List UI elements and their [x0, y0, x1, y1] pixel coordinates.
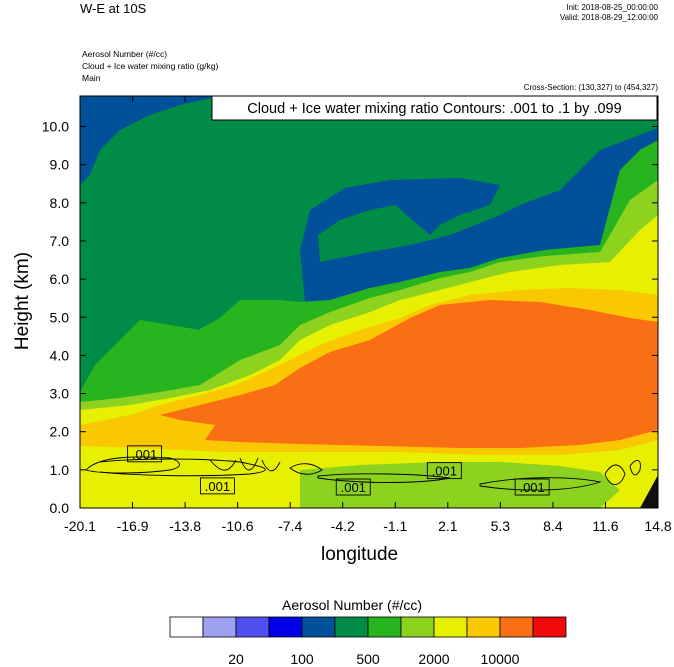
- colorbar-swatch: [367, 616, 402, 638]
- colorbar-swatch: [169, 616, 204, 638]
- y-tick-label: 10.0: [42, 119, 69, 135]
- contour-info-text: Cloud + Ice water mixing ratio Contours:…: [247, 101, 621, 117]
- colorbar-swatch: [499, 616, 534, 638]
- x-tick-label: 5.3: [491, 518, 511, 534]
- contour-label: .001: [132, 447, 157, 462]
- field-label-cloud-ice: Cloud + Ice water mixing ratio (g/kg): [82, 61, 219, 71]
- colorbar-swatch: [433, 616, 468, 638]
- y-tick-label: 2.0: [50, 424, 70, 440]
- y-tick-label: 7.0: [50, 233, 70, 249]
- colorbar-swatch: [235, 616, 270, 638]
- contour-label-box: [127, 445, 163, 463]
- cross-section-label: Cross-Section: (130,327) to (454,327): [523, 83, 658, 92]
- x-tick-label: -16.9: [117, 518, 149, 534]
- contour-line: [85, 456, 180, 474]
- colorbar-label: 100: [290, 651, 314, 667]
- contour-label-box: [514, 478, 550, 496]
- y-tick-label: 0.0: [50, 500, 70, 516]
- x-tick-label: -20.1: [64, 518, 96, 534]
- region-upper-blue: [80, 96, 658, 302]
- x-tick-label: 8.4: [543, 518, 563, 534]
- colorbar-swatch: [532, 616, 567, 638]
- init-time: Init: 2018-08-25_00:00:00: [566, 3, 658, 12]
- contour-label: .001: [205, 479, 230, 494]
- colorbar-swatch: [202, 616, 237, 638]
- main-title: W-E at 10S: [80, 1, 147, 16]
- y-tick-label: 6.0: [50, 271, 70, 287]
- colorbar-swatch: [400, 616, 435, 638]
- region-corner-dark: [640, 475, 658, 508]
- x-tick-label: -4.2: [331, 518, 355, 534]
- y-axis-title: Height (km): [12, 251, 34, 351]
- y-tick-label: 3.0: [50, 386, 70, 402]
- y-tick-label: 5.0: [50, 309, 70, 325]
- colorbar-swatch: [301, 616, 336, 638]
- x-tick-label: -1.1: [383, 518, 407, 534]
- region-light-green-left: [80, 320, 230, 395]
- x-axis-title: longitude: [321, 544, 399, 565]
- contour-line: [604, 464, 626, 485]
- region-upper-left-blue: [80, 96, 220, 185]
- y-tick-label: 9.0: [50, 157, 70, 173]
- contour-label-box: [200, 477, 235, 495]
- contour-line: [317, 473, 451, 483]
- contour-label: .001: [519, 480, 544, 495]
- colorbar: 20 100 500 2000 10000: [169, 616, 567, 667]
- contour-line: [289, 463, 323, 475]
- y-tick-label: 4.0: [50, 347, 70, 363]
- region-orange: [160, 300, 658, 448]
- contour-label-box: [426, 462, 462, 480]
- x-tick-label: 11.6: [592, 518, 618, 534]
- contour-line: [209, 457, 281, 472]
- contour-label: .001: [341, 480, 366, 495]
- y-tick-label: 8.0: [50, 195, 70, 211]
- x-tick-label: -10.6: [222, 518, 254, 534]
- x-tick-label: -7.4: [278, 518, 302, 534]
- cloud-contours: [85, 456, 641, 491]
- x-tick-label: 14.8: [644, 518, 671, 534]
- contour-label: .001: [432, 464, 457, 479]
- heatmap-field: [80, 96, 658, 508]
- field-label-main: Main: [82, 73, 101, 83]
- x-tick-label: -13.8: [169, 518, 201, 534]
- colorbar-swatch: [334, 616, 369, 638]
- colorbar-label: 2000: [418, 651, 449, 667]
- colorbar-swatch: [268, 616, 303, 638]
- colorbar-swatch: [466, 616, 501, 638]
- colorbar-label: 10000: [481, 651, 520, 667]
- x-tick-label: 2.1: [438, 518, 458, 534]
- contour-info-box: [211, 95, 658, 121]
- colorbar-label: 500: [356, 651, 380, 667]
- contour-label-box: [335, 478, 371, 496]
- colorbar-title: Aerosol Number (#/cc): [282, 597, 423, 613]
- contour-line: [99, 458, 266, 477]
- colorbar-label: 20: [228, 651, 244, 667]
- y-tick-label: 1.0: [50, 462, 70, 478]
- field-label-aerosol: Aerosol Number (#/cc): [82, 49, 168, 59]
- valid-time: Valid: 2018-08-29_12:00:00: [559, 13, 658, 22]
- contour-line: [629, 460, 641, 476]
